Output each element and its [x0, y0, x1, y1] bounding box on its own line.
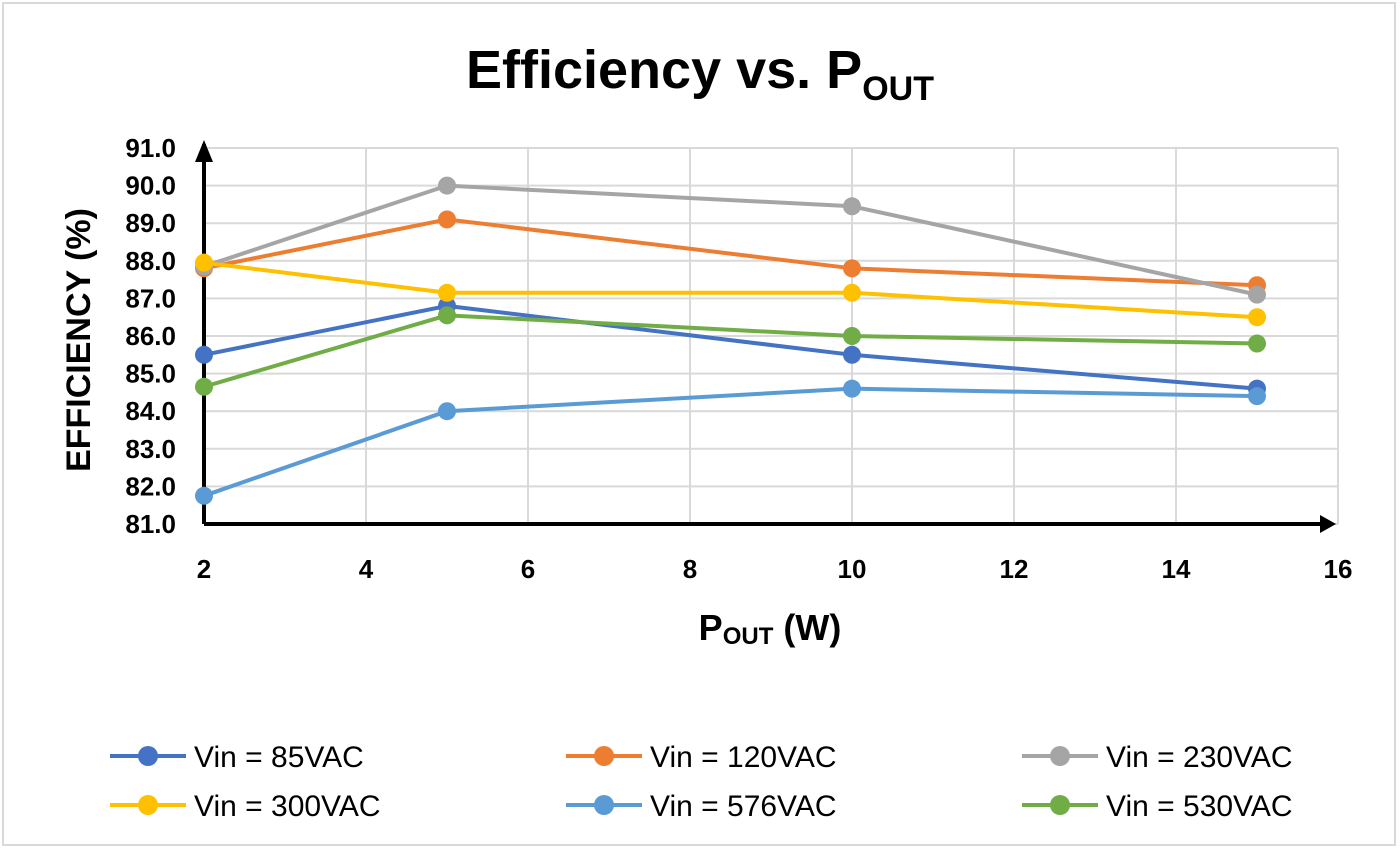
- x-axis-arrow: [1320, 515, 1336, 533]
- axes: [195, 140, 1336, 533]
- series-line: [203, 313, 1258, 389]
- legend-label: Vin = 85VAC: [194, 741, 364, 774]
- series-line: [203, 386, 1258, 498]
- y-tick-label: 86.0: [125, 321, 176, 351]
- data-point: [843, 283, 861, 302]
- series-line: [203, 217, 1258, 288]
- data-point: [1248, 308, 1266, 327]
- data-point: [438, 402, 456, 421]
- y-tick-label: 81.0: [125, 509, 176, 539]
- data-point: [1248, 334, 1266, 353]
- series-vin-85vac: [195, 296, 1266, 398]
- legend-label: Vin = 300VAC: [194, 790, 381, 823]
- series-lines: [195, 176, 1266, 505]
- series-line: [203, 303, 1258, 391]
- y-tick-label: 89.0: [125, 208, 176, 238]
- legend-marker: [138, 746, 158, 766]
- x-tick-labels: 2 4 6 8 10 12 14 16: [197, 554, 1353, 584]
- series-vin-300vac: [195, 253, 1266, 327]
- y-tick-label: 91.0: [125, 133, 176, 163]
- legend-item: Vin = 230VAC: [1022, 741, 1293, 774]
- data-point: [438, 210, 456, 229]
- data-point: [1248, 387, 1266, 406]
- legend-marker: [594, 795, 614, 815]
- y-tick-label: 87.0: [125, 283, 176, 313]
- data-point: [195, 486, 213, 505]
- legend-item: Vin = 530VAC: [1022, 790, 1293, 823]
- series-line: [203, 183, 1258, 297]
- data-point: [843, 197, 861, 216]
- y-tick-label: 84.0: [125, 396, 176, 426]
- data-point: [843, 345, 861, 364]
- x-tick-label: 4: [359, 554, 374, 584]
- y-tick-label: 83.0: [125, 434, 176, 464]
- series-vin-230vac: [195, 176, 1266, 304]
- y-tick-labels: 81.0 82.0 83.0 84.0 85.0 86.0 87.0 88.0 89.0 90.0…: [125, 133, 176, 539]
- x-tick-label: 10: [838, 554, 867, 584]
- legend-marker: [1050, 746, 1070, 766]
- x-tick-label: 16: [1324, 554, 1353, 584]
- legend-item: Vin = 85VAC: [110, 741, 364, 774]
- legend-item: Vin = 576VAC: [566, 790, 837, 823]
- y-tick-label: 90.0: [125, 171, 176, 201]
- data-point: [195, 377, 213, 396]
- x-tick-label: 14: [1162, 554, 1191, 584]
- chart-title: Efficiency vs. POUT: [466, 40, 934, 108]
- y-tick-label: 85.0: [125, 359, 176, 389]
- legend-label: Vin = 576VAC: [650, 790, 837, 823]
- x-tick-label: 8: [683, 554, 697, 584]
- data-point: [195, 345, 213, 364]
- legend-item: Vin = 300VAC: [110, 790, 381, 823]
- x-tick-label: 2: [197, 554, 211, 584]
- legend-marker: [594, 746, 614, 766]
- x-axis-label: POUT (W): [699, 607, 842, 650]
- y-tick-label: 88.0: [125, 246, 176, 276]
- data-point: [843, 327, 861, 345]
- legend-label: Vin = 120VAC: [650, 741, 837, 774]
- x-tick-label: 12: [1000, 554, 1029, 584]
- y-axis-label: EFFICIENCY (%): [60, 208, 98, 472]
- data-point: [195, 253, 213, 272]
- data-point: [438, 176, 456, 195]
- data-point: [1248, 285, 1266, 304]
- data-point: [438, 283, 456, 302]
- data-point: [438, 306, 456, 325]
- x-tick-label: 6: [521, 554, 535, 584]
- y-tick-label: 82.0: [125, 471, 176, 501]
- series-vin-576vac: [195, 379, 1266, 505]
- legend-item: Vin = 120VAC: [566, 741, 837, 774]
- data-point: [843, 379, 861, 398]
- legend-label: Vin = 530VAC: [1106, 790, 1293, 823]
- series-vin-530vac: [195, 306, 1266, 396]
- legend-marker: [138, 795, 158, 815]
- series-line: [203, 260, 1258, 320]
- data-point: [843, 259, 861, 278]
- legend-label: Vin = 230VAC: [1106, 741, 1293, 774]
- legend-marker: [1050, 795, 1070, 815]
- y-axis-arrow: [195, 140, 213, 162]
- legend: Vin = 85VAC Vin = 120VAC Vin = 230VAC Vin =…: [110, 741, 1293, 823]
